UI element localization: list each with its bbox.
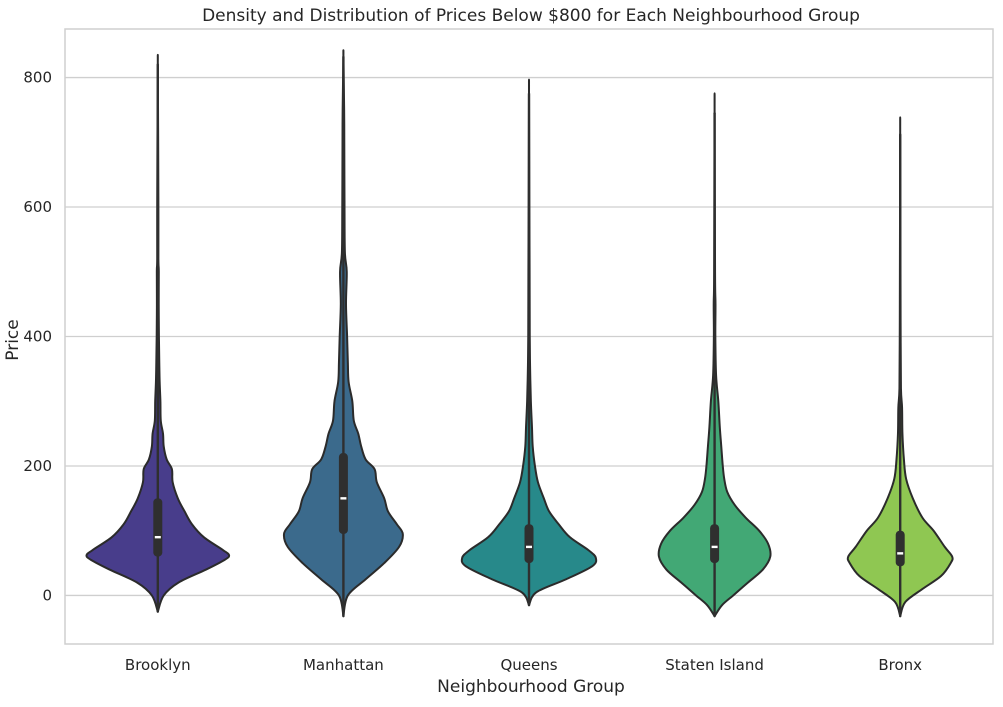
y-tick-label: 800 <box>23 69 52 87</box>
y-tick-labels: 0 200 400 600 800 <box>23 69 52 605</box>
violins <box>85 49 954 618</box>
median-marker-manhattan <box>340 497 347 500</box>
x-tick-labels: Brooklyn Manhattan Queens Staten Island Bron… <box>125 656 922 674</box>
median-marker-bronx <box>897 552 904 555</box>
iqr-box-queens <box>524 524 534 564</box>
median-marker-brooklyn <box>154 535 161 539</box>
iqr-box-bronx <box>895 530 905 567</box>
x-tick-label: Queens <box>500 656 557 674</box>
x-tick-label: Bronx <box>878 656 922 674</box>
iqr-box-staten-island <box>710 524 720 564</box>
x-axis-label: Neighbourhood Group <box>437 677 625 697</box>
y-tick-label: 0 <box>42 586 52 604</box>
x-tick-label: Manhattan <box>303 656 384 674</box>
x-tick-label: Brooklyn <box>125 656 191 674</box>
median-marker-queens <box>526 545 532 549</box>
violin-group-bronx <box>846 116 954 618</box>
plot-frame <box>64 28 994 645</box>
violin-group-staten-island <box>657 92 772 618</box>
iqr-box-brooklyn <box>153 498 163 557</box>
y-tick-label: 600 <box>23 198 52 216</box>
violin-group-manhattan <box>282 49 404 618</box>
violin-group-queens <box>460 78 598 607</box>
chart-title: Density and Distribution of Prices Below… <box>202 6 860 26</box>
median-marker-staten-island <box>711 545 718 549</box>
y-tick-label: 400 <box>23 328 52 346</box>
iqr-box-manhattan <box>338 453 348 534</box>
y-tick-label: 200 <box>23 457 52 475</box>
y-axis-label: Price <box>3 319 23 360</box>
violin-group-brooklyn <box>85 53 231 613</box>
x-tick-label: Staten Island <box>665 656 764 674</box>
